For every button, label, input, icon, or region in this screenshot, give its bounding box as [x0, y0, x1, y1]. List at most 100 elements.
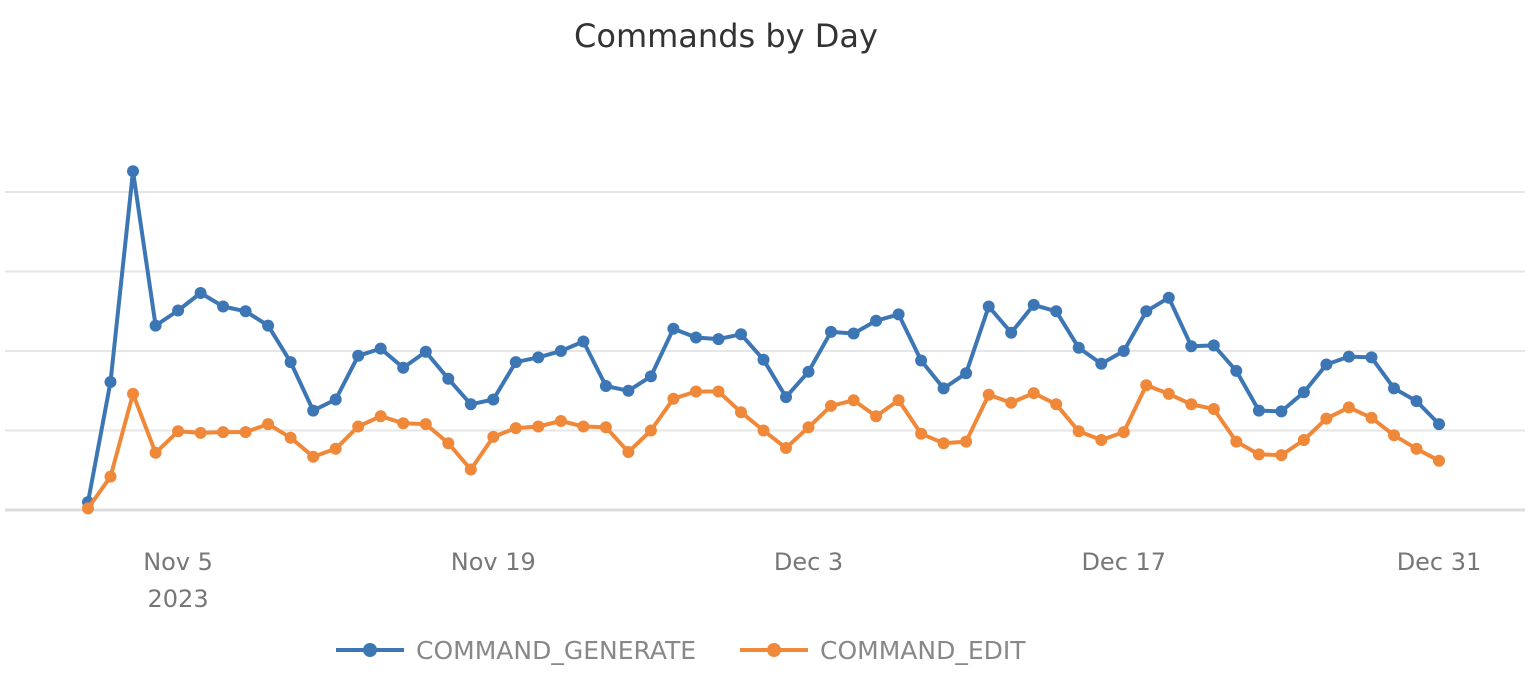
data-point[interactable]: [194, 287, 207, 299]
data-point[interactable]: [1050, 305, 1063, 318]
data-point[interactable]: [397, 417, 410, 430]
data-point[interactable]: [442, 372, 455, 385]
data-point[interactable]: [217, 300, 230, 313]
data-point[interactable]: [847, 394, 860, 407]
data-point[interactable]: [1140, 379, 1153, 392]
data-point[interactable]: [127, 165, 139, 178]
data-point[interactable]: [1433, 418, 1445, 431]
data-point[interactable]: [1365, 351, 1378, 364]
data-point[interactable]: [442, 437, 455, 450]
data-point[interactable]: [960, 367, 973, 380]
data-point[interactable]: [644, 424, 657, 437]
data-point[interactable]: [284, 356, 297, 369]
data-point[interactable]: [982, 300, 995, 313]
data-point[interactable]: [1027, 387, 1040, 400]
data-point[interactable]: [1320, 412, 1333, 425]
data-point[interactable]: [554, 345, 567, 357]
data-point[interactable]: [1005, 326, 1018, 339]
data-point[interactable]: [509, 422, 522, 435]
data-point[interactable]: [1410, 442, 1423, 455]
data-point[interactable]: [599, 421, 612, 434]
data-point[interactable]: [1072, 341, 1085, 354]
data-point[interactable]: [1185, 340, 1198, 353]
data-point[interactable]: [937, 382, 950, 395]
data-point[interactable]: [487, 393, 500, 406]
data-point[interactable]: [1117, 426, 1130, 439]
data-point[interactable]: [577, 335, 590, 348]
data-point[interactable]: [780, 442, 792, 454]
data-point[interactable]: [1320, 358, 1333, 371]
data-point[interactable]: [1365, 411, 1378, 424]
data-point[interactable]: [892, 394, 905, 407]
legend[interactable]: COMMAND_GENERATE COMMAND_EDIT: [336, 636, 1026, 665]
data-point[interactable]: [397, 361, 410, 374]
data-point[interactable]: [1027, 298, 1040, 311]
data-point[interactable]: [329, 393, 342, 406]
data-point[interactable]: [870, 314, 883, 327]
data-point[interactable]: [1207, 339, 1220, 352]
data-point[interactable]: [239, 426, 252, 439]
data-point[interactable]: [554, 415, 567, 427]
legend-item-command-edit[interactable]: COMMAND_EDIT: [740, 636, 1026, 665]
data-point[interactable]: [1252, 448, 1265, 461]
data-point[interactable]: [419, 345, 432, 358]
data-point[interactable]: [780, 391, 792, 404]
data-point[interactable]: [757, 424, 770, 437]
data-point[interactable]: [1275, 449, 1288, 462]
data-point[interactable]: [599, 380, 612, 392]
data-point[interactable]: [735, 406, 747, 419]
data-point[interactable]: [847, 327, 860, 340]
data-point[interactable]: [127, 387, 139, 400]
data-point[interactable]: [735, 328, 747, 341]
data-point[interactable]: [172, 304, 185, 317]
data-point[interactable]: [1297, 434, 1310, 446]
data-point[interactable]: [1185, 398, 1198, 411]
data-point[interactable]: [1410, 395, 1423, 408]
data-point[interactable]: [419, 418, 432, 431]
data-point[interactable]: [982, 388, 995, 401]
data-point[interactable]: [1072, 425, 1085, 438]
data-point[interactable]: [149, 446, 162, 459]
data-point[interactable]: [307, 404, 320, 417]
data-point[interactable]: [1252, 404, 1265, 417]
data-point[interactable]: [1095, 434, 1108, 446]
data-point[interactable]: [1050, 398, 1063, 411]
data-point[interactable]: [1207, 403, 1220, 415]
data-point[interactable]: [712, 385, 725, 398]
data-point[interactable]: [1095, 357, 1108, 370]
data-point[interactable]: [667, 322, 680, 335]
data-point[interactable]: [532, 420, 545, 433]
data-point[interactable]: [915, 427, 928, 440]
data-point[interactable]: [690, 331, 702, 344]
data-point[interactable]: [757, 353, 770, 366]
data-point[interactable]: [622, 446, 635, 458]
data-point[interactable]: [1388, 382, 1400, 395]
data-point[interactable]: [690, 385, 702, 398]
data-point[interactable]: [172, 425, 185, 438]
data-point[interactable]: [1117, 345, 1130, 357]
data-point[interactable]: [1342, 401, 1355, 414]
data-point[interactable]: [915, 354, 928, 367]
data-point[interactable]: [802, 421, 815, 434]
data-point[interactable]: [960, 435, 973, 448]
data-point[interactable]: [1275, 405, 1288, 418]
data-point[interactable]: [329, 442, 342, 455]
data-point[interactable]: [1005, 396, 1018, 409]
data-point[interactable]: [712, 333, 725, 346]
data-point[interactable]: [825, 399, 837, 412]
data-point[interactable]: [509, 356, 522, 369]
data-point[interactable]: [374, 342, 387, 355]
data-point[interactable]: [194, 426, 207, 439]
legend-item-command-generate[interactable]: COMMAND_GENERATE: [336, 636, 696, 665]
data-point[interactable]: [1433, 454, 1445, 467]
data-point[interactable]: [1342, 350, 1355, 363]
data-point[interactable]: [104, 376, 117, 388]
data-point[interactable]: [825, 325, 837, 338]
data-point[interactable]: [284, 431, 297, 444]
data-point[interactable]: [892, 308, 905, 321]
data-point[interactable]: [82, 502, 94, 515]
data-point[interactable]: [622, 384, 635, 397]
data-point[interactable]: [352, 420, 365, 433]
data-point[interactable]: [262, 319, 275, 332]
data-point[interactable]: [239, 305, 252, 318]
